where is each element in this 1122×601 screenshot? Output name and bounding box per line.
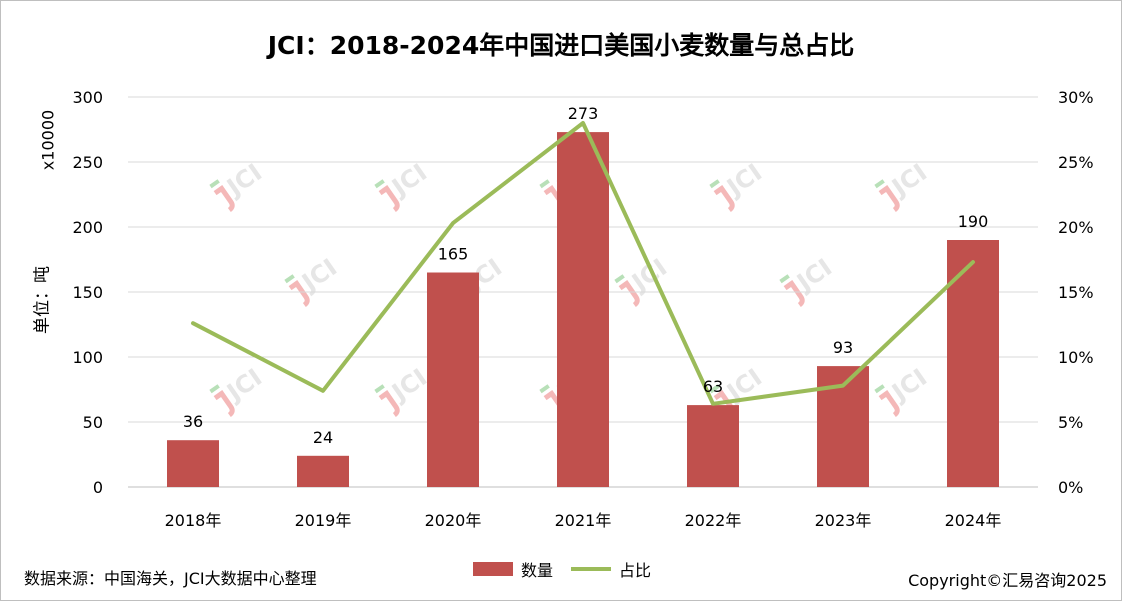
bar <box>687 405 739 487</box>
x-tick-label: 2019年 <box>295 511 352 530</box>
bar <box>297 455 349 487</box>
bar-data-label: 63 <box>703 377 723 396</box>
watermark-logo: JCI <box>779 253 837 308</box>
watermark-logo: JCI <box>874 158 932 213</box>
watermark-mark <box>618 280 640 308</box>
watermark-mark <box>378 390 400 418</box>
x-tick-label: 2024年 <box>945 511 1002 530</box>
bar <box>167 440 219 487</box>
x-tick-label: 2023年 <box>815 511 872 530</box>
watermark-mark-accent <box>284 274 295 284</box>
y-right-tick-label: 20% <box>1058 218 1094 237</box>
y-right-tick-label: 15% <box>1058 283 1094 302</box>
bar-data-label: 36 <box>183 412 203 431</box>
watermark-mark <box>288 280 310 308</box>
watermark-mark <box>213 390 235 418</box>
y-left-tick-label: 150 <box>72 283 103 302</box>
line-series <box>191 121 975 406</box>
watermark-mark <box>783 280 805 308</box>
footer-source: 数据来源：中国海关，JCI大数据中心整理 <box>24 569 317 588</box>
legend-swatch-bar <box>473 562 513 576</box>
legend-bar-label: 数量 <box>521 561 554 580</box>
bar-series <box>167 132 999 487</box>
x-tick-label: 2018年 <box>165 511 222 530</box>
watermark-mark <box>713 185 735 213</box>
y-right-tick-label: 10% <box>1058 348 1094 367</box>
y-right-tick-label: 0% <box>1058 478 1083 497</box>
bar <box>427 272 479 487</box>
y-right-tick-label: 30% <box>1058 88 1094 107</box>
legend-item-bar: 数量 <box>473 557 553 581</box>
y-left-tick-label: 0 <box>93 478 103 497</box>
legend-line-label: 占比 <box>619 561 652 580</box>
x-tick-label: 2021年 <box>555 511 612 530</box>
x-tick-label: 2020年 <box>425 511 482 530</box>
watermark-mark-accent <box>374 384 385 394</box>
y-left-tick-label: 300 <box>72 88 103 107</box>
bar-data-label: 165 <box>438 245 469 264</box>
bar-data-label: 24 <box>313 428 333 447</box>
watermark-logo: JCI <box>284 253 342 308</box>
x-tick-label: 2022年 <box>685 511 742 530</box>
y-left-tick-label: 200 <box>72 218 103 237</box>
watermark-mark <box>378 185 400 213</box>
chart-title: JCI：2018-2024年中国进口美国小麦数量与总占比 <box>267 31 855 60</box>
watermark-logo: JCI <box>374 158 432 213</box>
bar-data-label: 93 <box>833 338 853 357</box>
watermark-mark-accent <box>709 384 720 394</box>
watermark-logo: JCI <box>374 363 432 418</box>
y-left-tick-label: 100 <box>72 348 103 367</box>
watermark-mark-accent <box>374 179 385 189</box>
watermark-mark-accent <box>614 274 625 284</box>
y-right-tick-label: 5% <box>1058 413 1083 432</box>
watermark-logo: JCI <box>209 363 267 418</box>
watermark-logo: JCI <box>874 363 932 418</box>
line-path <box>191 121 975 406</box>
axis-labels: 0 50 100 150 200 250 300 0% 5% 10% 15% 20% 25% 30% 201… <box>72 88 1093 530</box>
y-right-tick-label: 25% <box>1058 153 1094 172</box>
watermark-mark <box>878 390 900 418</box>
watermark-mark <box>213 185 235 213</box>
watermark-mark-accent <box>209 179 220 189</box>
y-left-tick-label: 250 <box>72 153 103 172</box>
legend: 数量 占比 <box>473 557 669 581</box>
watermark-mark-accent <box>874 384 885 394</box>
watermark-mark-accent <box>874 179 885 189</box>
legend-swatch-line <box>571 567 612 571</box>
y-left-tick-label: 50 <box>83 413 103 432</box>
watermark-mark-accent <box>539 179 550 189</box>
bar <box>557 132 609 487</box>
watermark-mark-accent <box>539 384 550 394</box>
bar-data-label: 273 <box>568 104 599 123</box>
footer-copyright: Copyright©汇易咨询2025 <box>908 571 1107 590</box>
legend-item-line: 占比 <box>571 557 651 581</box>
data-labels: 36 24 165 273 63 93 190 <box>183 104 988 447</box>
watermark-mark-accent <box>209 384 220 394</box>
watermark-mark <box>878 185 900 213</box>
watermark-mark-accent <box>709 179 720 189</box>
watermark-logo: JCI <box>209 158 267 213</box>
watermark-logo: JCI <box>709 158 767 213</box>
bar-data-label: 190 <box>958 212 989 231</box>
watermark-mark-accent <box>779 274 790 284</box>
